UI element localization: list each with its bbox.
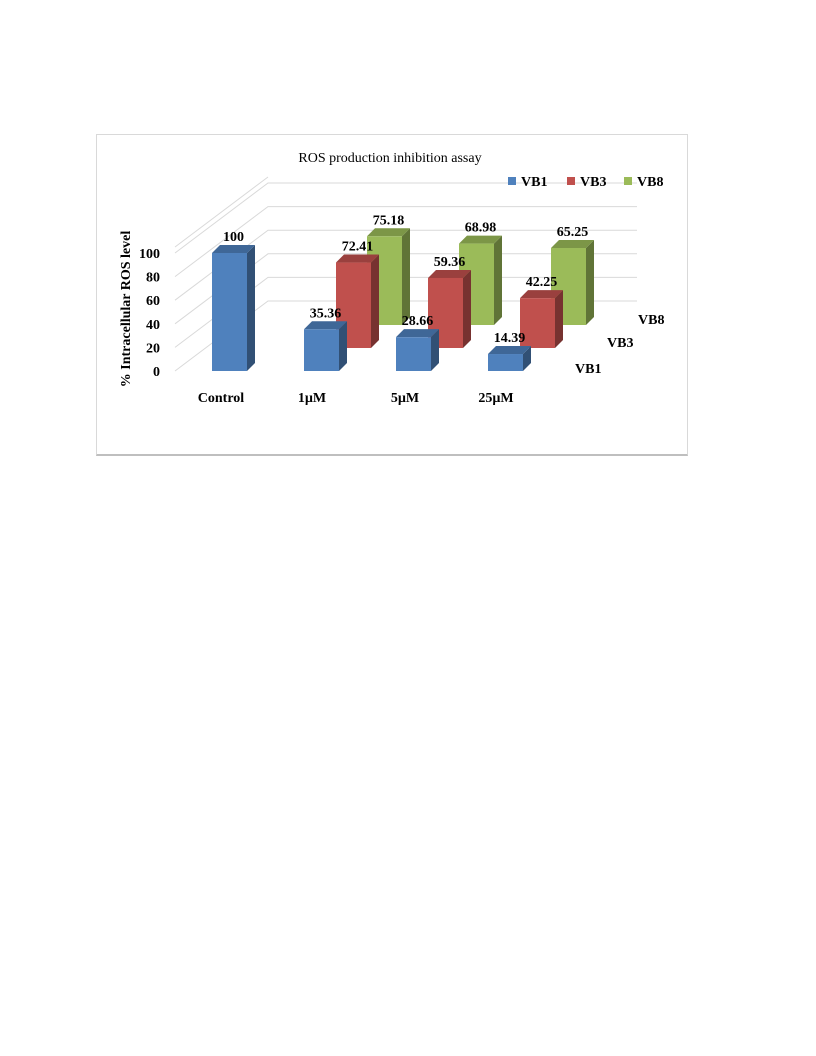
bar-vb1: 14.39: [488, 331, 531, 371]
y-tick-label: 60: [146, 294, 160, 309]
chart-title: ROS production inhibition assay: [298, 151, 481, 166]
y-tick-label: 80: [146, 271, 160, 286]
data-label: 42.25: [526, 275, 558, 290]
x-axis-categories: Control 1µM 5µM 25µM: [198, 391, 514, 406]
legend: VB1 VB3 VB8: [508, 175, 663, 190]
bar-top: [367, 228, 410, 237]
x-category-label: 1µM: [298, 391, 326, 406]
bar-side: [339, 321, 347, 371]
bar-top: [336, 254, 379, 263]
data-label: 59.36: [434, 255, 466, 270]
gridline: [174, 300, 637, 372]
depth-label: VB8: [638, 313, 664, 328]
bar-front: [304, 329, 339, 371]
chart-svg: ROS production inhibition assay 0 20 40 60 8…: [119, 151, 664, 406]
data-label: 35.36: [310, 306, 342, 321]
bar-side: [523, 346, 531, 371]
gridline: [174, 229, 637, 301]
y-tick-label: 40: [146, 318, 160, 333]
depth-axis-labels: VB1 VB3 VB8: [575, 313, 664, 377]
legend-swatch: [624, 177, 632, 185]
legend-label: VB1: [521, 175, 547, 190]
data-label: 28.66: [402, 314, 434, 329]
bar-top: [488, 346, 531, 355]
gridline: [174, 253, 637, 325]
gridline: [174, 176, 269, 248]
bar-vb1: 100: [212, 230, 255, 371]
legend-item: VB8: [624, 175, 663, 190]
bar-top: [551, 240, 594, 249]
bar-side: [431, 329, 439, 371]
depth-label: VB1: [575, 362, 601, 377]
bar-side: [402, 228, 410, 325]
bar-top: [396, 329, 439, 338]
gridlines: [174, 176, 637, 372]
bar-front: [212, 253, 247, 371]
legend-item: VB1: [508, 175, 547, 190]
bar-front: [520, 298, 555, 348]
legend-item: VB3: [567, 175, 606, 190]
gridline: [174, 206, 637, 277]
y-axis-label: % Intracellular ROS level: [119, 231, 134, 388]
gridline: [174, 276, 637, 348]
data-label: 72.41: [342, 240, 374, 255]
y-tick-label: 100: [139, 247, 160, 262]
bar-front: [396, 337, 431, 371]
bar-vb8: 68.98: [459, 221, 502, 325]
bar-side: [494, 235, 502, 325]
legend-swatch: [508, 177, 516, 185]
legend-label: VB8: [637, 175, 663, 190]
bar-vb3: 42.25: [520, 275, 563, 348]
bar-top: [428, 269, 471, 278]
x-category-label: 25µM: [478, 391, 513, 406]
bar-side: [555, 290, 563, 348]
y-tick-label: 20: [146, 341, 160, 356]
bar-top: [459, 235, 502, 244]
chart-frame: ROS production inhibition assay 0 20 40 60 8…: [96, 134, 688, 456]
legend-label: VB3: [580, 175, 606, 190]
bar-side: [586, 240, 594, 325]
bar-side: [371, 254, 379, 348]
bar-vb3: 72.41: [336, 240, 379, 348]
y-tick-label: 0: [153, 365, 160, 380]
y-axis-ticks: 0 20 40 60 80 100: [139, 247, 160, 380]
legend-swatch: [567, 177, 575, 185]
data-label: 75.18: [373, 213, 405, 228]
bar-vb1: 28.66: [396, 314, 439, 371]
data-label: 68.98: [465, 221, 497, 236]
x-category-label: 5µM: [391, 391, 419, 406]
bar-side: [247, 245, 255, 371]
bar-top: [520, 290, 563, 299]
bars: 75.18 68.98 65.25 72.41 59.36 42.25 100 35.36 28…: [212, 213, 594, 371]
data-label: 100: [223, 230, 244, 245]
bar-front: [488, 354, 523, 371]
bar-top: [212, 245, 255, 253]
bar-vb1: 35.36: [304, 306, 347, 371]
bar-top: [304, 321, 347, 330]
x-category-label: Control: [198, 391, 245, 406]
data-label: 65.25: [557, 225, 589, 240]
data-label: 14.39: [494, 331, 526, 346]
depth-label: VB3: [607, 336, 633, 351]
bar-side: [463, 269, 471, 348]
